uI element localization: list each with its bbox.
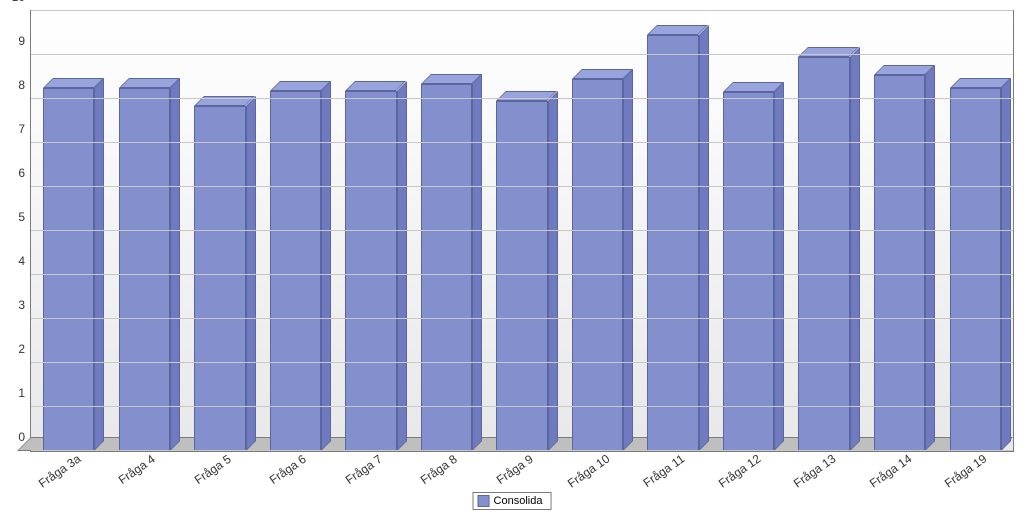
bar-top [798, 47, 859, 57]
y-tick-label: 0 [18, 430, 31, 444]
bar-top [572, 69, 633, 79]
x-tick-label: Fråga 13 [791, 452, 838, 491]
bar-side [623, 69, 633, 451]
x-tick-label: Fråga 9 [494, 452, 536, 487]
y-tick-label: 3 [18, 298, 31, 312]
grid-line [31, 362, 1013, 363]
bar-side [321, 81, 331, 451]
bar: Fråga 14 [874, 75, 925, 451]
x-tick-label: Fråga 10 [564, 452, 611, 491]
bar-side [925, 65, 935, 451]
bar-side [170, 78, 180, 451]
bar-side [1001, 78, 1011, 451]
bar-top [496, 91, 557, 101]
bar: Fråga 9 [496, 101, 547, 451]
x-tick-label: Fråga 14 [867, 452, 914, 491]
bar-side [548, 91, 558, 451]
y-tick-label: 5 [18, 210, 31, 224]
bar-top [43, 78, 104, 88]
bar-front [194, 106, 245, 451]
grid-line [31, 318, 1013, 319]
bar-side [472, 74, 482, 451]
legend-label: Consolida [494, 495, 543, 507]
bar-front [496, 101, 547, 451]
bar-side [774, 82, 784, 451]
bar-top [950, 78, 1011, 88]
y-tick-label: 8 [18, 78, 31, 92]
y-tick-label: 7 [18, 122, 31, 136]
x-tick-label: Fråga 8 [418, 452, 460, 487]
x-tick-label: Fråga 6 [267, 452, 309, 487]
bar-side [850, 47, 860, 451]
bar: Fråga 10 [572, 79, 623, 451]
grid-line [31, 450, 1013, 451]
grid-line [31, 54, 1013, 55]
bar-side [397, 81, 407, 451]
bar-top [119, 78, 180, 88]
bar-top [647, 25, 708, 35]
bar: Fråga 8 [421, 84, 472, 451]
legend-swatch [478, 495, 490, 507]
grid-line [31, 274, 1013, 275]
bar: Fråga 5 [194, 106, 245, 451]
bar: Fråga 6 [270, 91, 321, 451]
y-tick-label: 10 [12, 0, 31, 4]
x-tick-label: Fråga 4 [116, 452, 158, 487]
grid-line [31, 98, 1013, 99]
y-tick-label: 9 [18, 34, 31, 48]
bar-front [798, 57, 849, 451]
bars-container: Fråga 3aFråga 4Fråga 5Fråga 6Fråga 7Fråg… [31, 11, 1013, 451]
x-tick-label: Fråga 5 [192, 452, 234, 487]
y-tick-label: 2 [18, 342, 31, 356]
bar: Fråga 13 [798, 57, 849, 451]
grid-line [31, 230, 1013, 231]
bar-chart: Fråga 3aFråga 4Fråga 5Fråga 6Fråga 7Fråg… [0, 0, 1024, 512]
y-tick-label: 4 [18, 254, 31, 268]
bar-front [572, 79, 623, 451]
bar-side [94, 78, 104, 451]
bar-top [345, 81, 406, 91]
grid-line [31, 406, 1013, 407]
bar-front [723, 92, 774, 451]
bar-front [874, 75, 925, 451]
x-tick-label: Fråga 12 [715, 452, 762, 491]
bar: Fråga 7 [345, 91, 396, 451]
plot-area: Fråga 3aFråga 4Fråga 5Fråga 6Fråga 7Fråg… [30, 10, 1014, 452]
grid-line [31, 142, 1013, 143]
bar-front [270, 91, 321, 451]
x-tick-label: Fråga 7 [343, 452, 385, 487]
y-tick-label: 1 [18, 386, 31, 400]
bar: Fråga 12 [723, 92, 774, 451]
x-tick-label: Fråga 19 [942, 452, 989, 491]
bar-front [421, 84, 472, 451]
bar-front [345, 91, 396, 451]
bar-top [421, 74, 482, 84]
bar-top [874, 65, 935, 75]
grid-line [31, 10, 1013, 11]
x-tick-label: Fråga 3a [36, 452, 83, 491]
bar-top [270, 81, 331, 91]
legend: Consolida [473, 492, 552, 510]
y-tick-label: 6 [18, 166, 31, 180]
bar-side [699, 25, 709, 451]
grid-line [31, 186, 1013, 187]
x-tick-label: Fråga 11 [641, 452, 688, 491]
bar-top [723, 82, 784, 92]
